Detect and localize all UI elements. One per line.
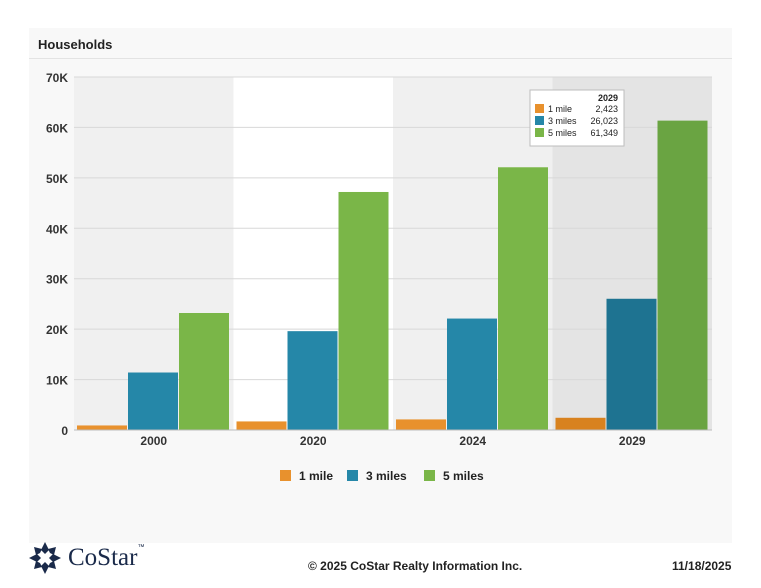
x-tick-label: 2020	[300, 434, 327, 448]
bar	[396, 419, 446, 430]
legend-label: 1 mile	[299, 469, 333, 483]
tooltip-swatch	[535, 116, 544, 125]
legend-label: 3 miles	[366, 469, 407, 483]
x-tick-label: 2000	[140, 434, 167, 448]
tooltip-box	[529, 89, 625, 147]
logo-trademark: ™	[137, 544, 145, 551]
bar	[338, 191, 389, 430]
y-tick-label: 20K	[46, 323, 68, 337]
tooltip-value: 61,349	[590, 128, 618, 138]
legend-swatch	[347, 470, 358, 481]
bar	[447, 318, 497, 430]
tooltip-value: 26,023	[590, 116, 618, 126]
y-tick-label: 50K	[46, 172, 68, 186]
bar	[236, 421, 287, 430]
y-tick-label: 30K	[46, 273, 68, 287]
bar	[128, 372, 178, 430]
logo-wordmark: CoStar™	[68, 544, 145, 571]
legend-swatch	[280, 470, 291, 481]
tooltip-value: 2,423	[595, 104, 618, 114]
bar	[606, 298, 657, 430]
y-tick-label: 40K	[46, 222, 68, 236]
title-divider	[29, 58, 732, 59]
legend-label: 5 miles	[443, 469, 484, 483]
y-tick-label: 10K	[46, 374, 68, 388]
chart-title: Households	[38, 37, 113, 52]
bar	[77, 425, 127, 430]
tooltip-header: 2029	[598, 93, 618, 103]
bar	[498, 167, 548, 430]
y-tick-label: 70K	[46, 71, 68, 85]
bar	[657, 120, 708, 430]
bar	[179, 313, 229, 430]
tooltip-label: 5 miles	[548, 128, 577, 138]
tooltip-label: 1 mile	[548, 104, 572, 114]
x-tick-label: 2029	[619, 434, 646, 448]
tooltip-label: 3 miles	[548, 116, 577, 126]
legend-swatch	[424, 470, 435, 481]
report-date: 11/18/2025	[672, 559, 732, 573]
tooltip-swatch	[535, 128, 544, 137]
costar-logo-icon	[29, 542, 61, 574]
costar-logo: CoStar™	[28, 538, 144, 578]
y-tick-label: 0	[61, 424, 68, 438]
bar	[287, 331, 338, 430]
y-tick-label: 60K	[46, 121, 68, 135]
copyright-text: © 2025 CoStar Realty Information Inc.	[308, 559, 523, 573]
bar	[555, 417, 606, 430]
tooltip-swatch	[535, 104, 544, 113]
x-tick-label: 2024	[459, 434, 486, 448]
